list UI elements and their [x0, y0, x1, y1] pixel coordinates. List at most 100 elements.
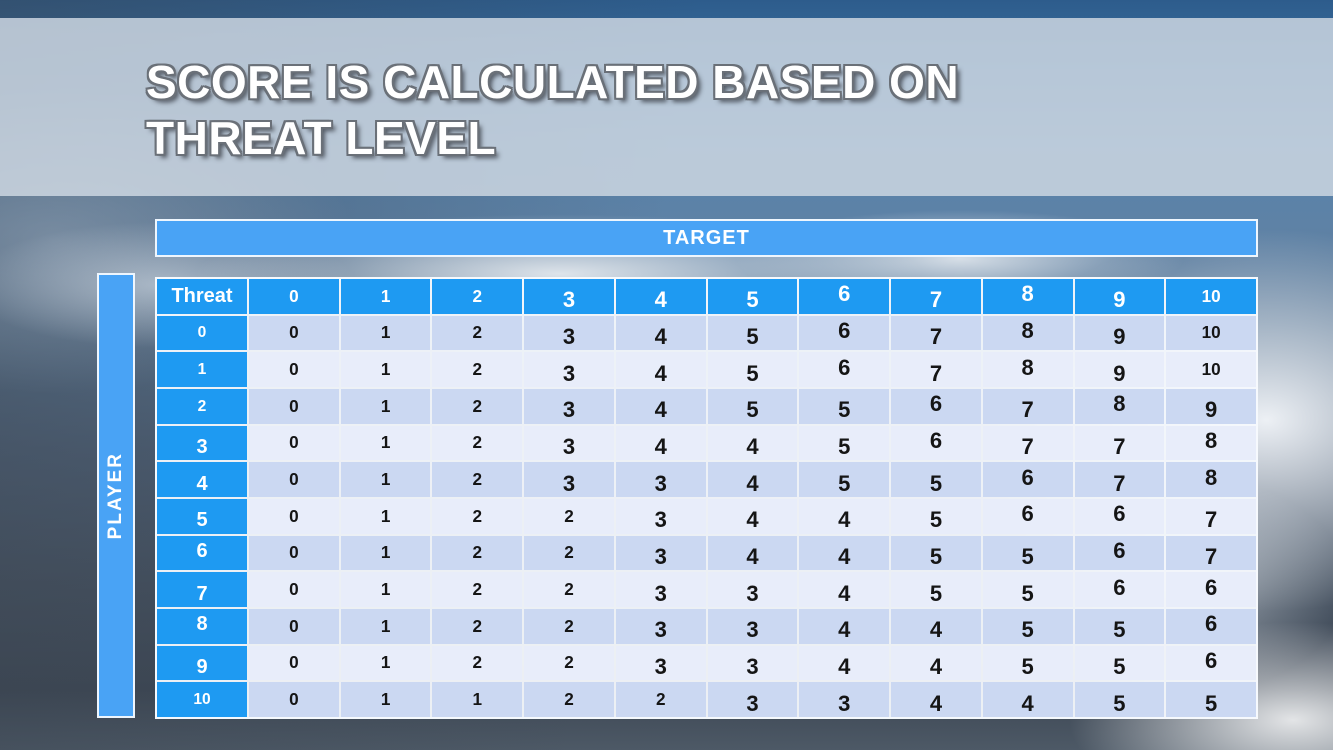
cell-value: 2 [472, 469, 483, 490]
score-cell: 3 [524, 389, 614, 424]
cell-value: 4 [654, 360, 667, 386]
cell-value: 1 [380, 285, 391, 306]
cell-value: 5 [838, 433, 851, 459]
cell-value: 7 [1205, 507, 1218, 533]
score-table: Threat 0 1 2 3 4 5 6 7 8 9 10 0 0 1 2 3 4 5 6 7 8 9 10 1 0 1 2 3 4 5 6 7… [155, 277, 1258, 719]
score-cell: 5 [891, 499, 981, 534]
cell-value: 2 [472, 652, 483, 673]
cell-value: 6 [1113, 501, 1126, 527]
score-cell: 5 [799, 389, 890, 424]
score-cell: 1 [340, 462, 431, 497]
column-header: 0 [249, 279, 339, 314]
cell-value: 1 [380, 432, 391, 453]
score-cell: 1 [340, 609, 431, 644]
cell-value: 5 [1021, 617, 1034, 643]
score-cell: 10 [1166, 315, 1256, 351]
cell-value: 7 [929, 323, 943, 349]
score-cell: 7 [891, 352, 981, 387]
row-header: 7 [157, 572, 247, 607]
score-cell: 2 [432, 609, 523, 644]
score-cell: 6 [1166, 572, 1256, 607]
cell-value: 6 [1021, 501, 1034, 527]
score-cell: 0 [249, 425, 339, 461]
cell-value: 2 [564, 652, 574, 673]
score-cell: 5 [982, 535, 1073, 571]
cell-value: 7 [1113, 433, 1126, 459]
score-cell: 1 [340, 389, 431, 424]
score-cell: 1 [432, 682, 523, 717]
score-cell: 3 [524, 425, 614, 461]
score-cell: 4 [615, 315, 706, 351]
cell-value: 4 [654, 433, 667, 459]
score-cell: 3 [707, 645, 798, 681]
score-cell: 3 [707, 682, 798, 717]
score-cell: 4 [891, 609, 981, 644]
score-cell: 3 [707, 609, 798, 644]
cell-value: 2 [472, 505, 483, 526]
score-cell: 2 [432, 499, 523, 534]
score-cell: 1 [340, 425, 431, 461]
cell-value: 5 [746, 397, 759, 423]
score-cell: 7 [1166, 499, 1256, 534]
score-cell: 2 [524, 609, 614, 644]
score-cell: 0 [249, 315, 339, 351]
cell-value: 0 [289, 395, 299, 416]
cell-value: 8 [1021, 354, 1034, 380]
row-header: 3 [157, 425, 247, 461]
score-cell: 3 [524, 462, 614, 497]
title-band [0, 18, 1333, 196]
score-cell: 3 [615, 535, 706, 571]
cell-value: 6 [929, 391, 943, 417]
cell-value: 0 [289, 689, 299, 710]
cell-value: 6 [838, 354, 851, 380]
cell-value: 8 [196, 613, 208, 636]
cell-value: 2 [472, 359, 483, 380]
score-cell: 2 [524, 572, 614, 607]
cell-value: 1 [380, 615, 391, 636]
cell-value: 3 [562, 360, 576, 386]
cell-value: 1 [380, 579, 391, 600]
cell-value: 1 [380, 505, 391, 526]
slide-title: SCORE IS CALCULATED BASED ON THREAT LEVEL [146, 54, 959, 166]
score-cell: 5 [982, 645, 1073, 681]
cell-value: 8 [1021, 317, 1034, 343]
cell-value: 4 [746, 543, 759, 569]
cell-value: 3 [196, 435, 208, 458]
cell-value: 3 [654, 543, 667, 569]
score-cell: 4 [707, 535, 798, 571]
score-cell: 6 [1074, 499, 1165, 534]
score-cell: 1 [340, 645, 431, 681]
cell-value: 3 [562, 470, 576, 496]
score-cell: 7 [982, 389, 1073, 424]
score-cell: 4 [799, 535, 890, 571]
score-cell: 2 [615, 682, 706, 717]
score-cell: 5 [799, 462, 890, 497]
cell-value: 3 [746, 617, 759, 643]
score-cell: 0 [249, 645, 339, 681]
score-cell: 0 [249, 499, 339, 534]
score-cell: 6 [1166, 645, 1256, 681]
row-header: 10 [157, 682, 247, 717]
cell-value: 4 [746, 433, 759, 459]
cell-value: 7 [1021, 433, 1034, 459]
cell-value: 2 [564, 689, 574, 710]
score-cell: 3 [615, 645, 706, 681]
cell-value: 6 [838, 317, 851, 343]
cell-value: 0 [289, 615, 299, 636]
score-cell: 1 [340, 682, 431, 717]
cell-value: 0 [289, 505, 299, 526]
score-cell: 10 [1166, 352, 1256, 387]
cell-value: 6 [1113, 537, 1126, 563]
score-cell: 5 [707, 315, 798, 351]
score-cell: 4 [799, 609, 890, 644]
score-cell: 2 [524, 535, 614, 571]
cell-value: 2 [472, 432, 483, 453]
score-cell: 6 [891, 389, 981, 424]
score-cell: 5 [707, 389, 798, 424]
cell-value: 1 [380, 322, 391, 343]
score-cell: 1 [340, 535, 431, 571]
score-cell: 0 [249, 572, 339, 607]
score-cell: 2 [432, 572, 523, 607]
score-cell: 1 [340, 352, 431, 387]
score-cell: 0 [249, 609, 339, 644]
